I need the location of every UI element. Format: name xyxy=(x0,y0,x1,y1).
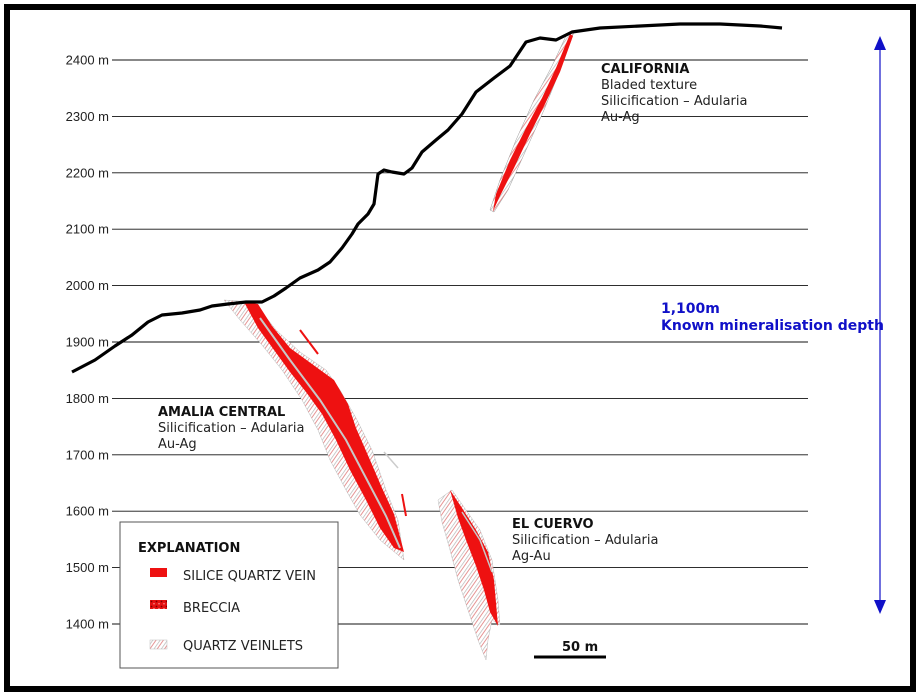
cuervo-label: EL CUERVO Silicification – Adularia Ag-A… xyxy=(512,517,658,564)
topographic-profile xyxy=(71,22,783,374)
legend-swatch-vein xyxy=(150,568,167,577)
tick-label-2000: 2000 m xyxy=(66,278,109,293)
legend-label-breccia: BRECCIA xyxy=(183,601,240,616)
california-label: CALIFORNIA Bladed texture Silicification… xyxy=(601,62,747,125)
tick-label-1900: 1900 m xyxy=(66,335,109,350)
cuervo-title: EL CUERVO xyxy=(512,517,594,532)
elevation-tick-labels: 2400 m 2300 m 2200 m 2100 m 2000 m 1900 m 1800… xyxy=(66,53,109,632)
legend-swatch-veinlets xyxy=(149,639,168,650)
tick-label-2200: 2200 m xyxy=(66,165,109,180)
el-cuervo-vein xyxy=(437,489,501,661)
tick-label-1600: 1600 m xyxy=(66,504,109,519)
amalia-line-1: Silicification – Adularia xyxy=(158,421,304,436)
amalia-line-2: Au-Ag xyxy=(158,437,197,452)
tick-label-2400: 2400 m xyxy=(66,53,109,68)
california-line-3: Au-Ag xyxy=(601,110,640,125)
legend-label-vein: SILICE QUARTZ VEIN xyxy=(183,569,316,584)
legend: EXPLANATION SILICE QUARTZ VEIN BRECCIA Q… xyxy=(119,521,339,669)
california-line-2: Silicification – Adularia xyxy=(601,94,747,109)
depth-label: Known mineralisation depth xyxy=(661,318,884,334)
cuervo-line-2: Ag-Au xyxy=(512,549,551,564)
legend-title: EXPLANATION xyxy=(138,541,240,556)
tick-label-2100: 2100 m xyxy=(66,222,109,237)
california-title: CALIFORNIA xyxy=(601,62,689,77)
tick-label-1800: 1800 m xyxy=(66,391,109,406)
depth-arrow-up-icon xyxy=(874,36,886,50)
amalia-title: AMALIA CENTRAL xyxy=(158,405,285,420)
amalia-central-vein xyxy=(223,299,407,561)
outer-border xyxy=(4,4,916,692)
amalia-label: AMALIA CENTRAL Silicification – Adularia… xyxy=(158,405,304,452)
scale-bar-label: 50 m xyxy=(562,640,598,655)
california-vein xyxy=(489,31,575,213)
california-line-1: Bladed texture xyxy=(601,78,697,93)
tick-label-2300: 2300 m xyxy=(66,109,109,124)
legend-swatch-breccia xyxy=(150,600,167,609)
tick-label-1700: 1700 m xyxy=(66,447,109,462)
scale-bar: 50 m xyxy=(534,640,606,659)
legend-label-veinlets: QUARTZ VEINLETS xyxy=(183,639,303,654)
depth-arrow-down-icon xyxy=(874,600,886,614)
depth-annotation: 1,100m Known mineralisation depth xyxy=(661,36,886,614)
tick-label-1500: 1500 m xyxy=(66,560,109,575)
cuervo-line-1: Silicification – Adularia xyxy=(512,533,658,548)
depth-value: 1,100m xyxy=(661,301,720,317)
tick-label-1400: 1400 m xyxy=(66,617,109,632)
